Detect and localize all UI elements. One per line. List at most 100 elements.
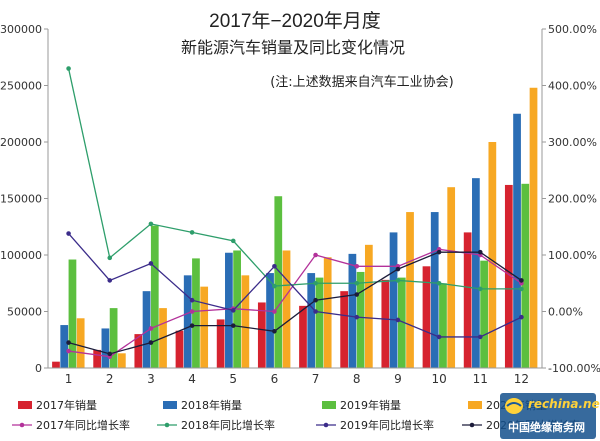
bar-2020-10: [447, 187, 456, 368]
x-tick-label: 4: [188, 372, 196, 386]
right-tick-label: -100.00%: [548, 362, 600, 375]
bar-2019-9: [397, 277, 406, 368]
line-series-2019: [68, 233, 522, 338]
bar-2018-6: [266, 273, 274, 368]
bar-2019-6: [274, 196, 283, 368]
legend-swatch-dot: [323, 422, 329, 428]
line-point-2018-12: [519, 286, 524, 292]
bar-2020-2: [117, 353, 126, 368]
x-tick-label: 6: [271, 372, 279, 386]
bar-2017-12: [504, 184, 513, 368]
bars-group: [52, 87, 538, 368]
bar-2017-11: [463, 232, 472, 368]
line-point-2019-5: [230, 308, 236, 313]
bar-2017-6: [257, 302, 266, 368]
right-tick-label: 500.00%: [548, 23, 597, 36]
line-point-2020-2: [107, 351, 113, 357]
legend-label-line: 2019年同比增长率: [340, 418, 434, 432]
right-tick-label: 400.00%: [548, 80, 597, 93]
legend-swatch-dot: [469, 422, 475, 428]
line-point-2018-6: [272, 283, 277, 289]
x-tick-label: 12: [514, 372, 529, 386]
line-point-2020-1: [66, 340, 71, 345]
bar-2018-5: [225, 252, 233, 368]
line-point-2018-4: [189, 230, 195, 235]
bar-2020-8: [364, 244, 373, 368]
legend-label-line: 2017年同比增长率: [36, 418, 130, 432]
line-point-2020-10: [436, 249, 442, 255]
bar-2018-9: [389, 232, 398, 368]
line-point-2019-12: [519, 314, 524, 320]
bar-2017-5: [216, 319, 225, 368]
line-point-2017-8: [354, 264, 360, 269]
line-point-2020-6: [272, 328, 277, 334]
legend-label-bar: 2017年销量: [36, 398, 97, 412]
chart-annotation: (注:上述数据来自汽车工业协会): [270, 74, 454, 90]
bar-2018-1: [60, 325, 69, 368]
bar-2017-10: [422, 266, 431, 368]
x-tick-label: 10: [431, 372, 446, 386]
x-tick-label: 3: [147, 372, 155, 386]
legend-swatch-bar: [163, 401, 177, 409]
x-tick-label: 2: [106, 372, 114, 386]
watermark-logo: rechina.net 中国绝缘商务网: [500, 393, 600, 439]
bar-2017-4: [175, 330, 184, 368]
bar-2017-8: [340, 291, 349, 368]
line-point-2019-10: [436, 334, 442, 340]
bar-2019-10: [439, 283, 447, 368]
line-series-2018: [67, 68, 522, 290]
line-point-2017-4: [189, 309, 195, 314]
bar-2018-4: [183, 275, 192, 368]
line-point-2020-3: [148, 340, 154, 345]
legend-label-line: 2018年同比增长率: [181, 418, 275, 432]
line-point-2018-8: [354, 280, 360, 286]
bar-2019-1: [68, 259, 77, 368]
legend: 2017年销量2018年销量2019年销量2020年销量2017年同比增长率20…: [12, 398, 580, 432]
legend-swatch-dot: [19, 422, 25, 428]
bar-2020-5: [241, 275, 250, 368]
bar-2018-12: [513, 113, 521, 368]
line-series-2020: [68, 251, 522, 355]
bar-2020-11: [488, 142, 497, 368]
bar-2020-9: [406, 212, 414, 368]
globe-icon: [505, 398, 523, 414]
line-point-2019-8: [354, 314, 360, 320]
bar-2018-2: [101, 328, 110, 368]
line-point-2018-9: [395, 278, 401, 283]
line-point-2020-4: [189, 323, 195, 328]
legend-swatch-bar: [468, 401, 482, 409]
bar-2018-11: [472, 178, 480, 368]
left-tick-label: 50000: [7, 306, 42, 319]
legend-label-bar: 2019年销量: [340, 398, 401, 412]
line-point-2017-3: [148, 326, 154, 331]
line-point-2017-6: [272, 309, 277, 314]
line-point-2019-11: [477, 334, 483, 340]
bar-2018-8: [348, 253, 357, 368]
line-point-2017-1: [66, 348, 71, 354]
line-point-2017-7: [313, 252, 318, 258]
line-point-2020-5: [230, 323, 236, 328]
line-point-2019-9: [395, 317, 401, 323]
bar-2020-6: [282, 250, 291, 368]
bar-2020-1: [76, 318, 85, 368]
x-tick-label: 1: [65, 372, 73, 386]
bar-2019-4: [192, 258, 200, 368]
line-point-2018-7: [313, 280, 318, 286]
line-point-2018-10: [436, 280, 442, 286]
bar-2017-9: [381, 279, 390, 368]
left-tick-label: 150000: [0, 193, 42, 206]
line-point-2019-7: [313, 309, 318, 314]
right-tick-label: 200.00%: [548, 193, 597, 206]
x-tick-label: 7: [312, 372, 320, 386]
watermark-line1: rechina.net: [528, 397, 600, 411]
axes-group: 0 50000 100000 150000 200000 250000 300000 -100…: [0, 23, 600, 386]
bar-2017-7: [299, 305, 307, 368]
line-point-2020-12: [519, 278, 524, 283]
line-point-2019-1: [66, 231, 71, 236]
left-tick-label: 300000: [0, 23, 42, 36]
line-series-2017: [68, 248, 522, 358]
x-tick-label: 9: [394, 372, 402, 386]
legend-swatch-bar: [322, 401, 336, 409]
bar-2020-12: [529, 87, 538, 368]
bar-2018-3: [142, 291, 151, 368]
